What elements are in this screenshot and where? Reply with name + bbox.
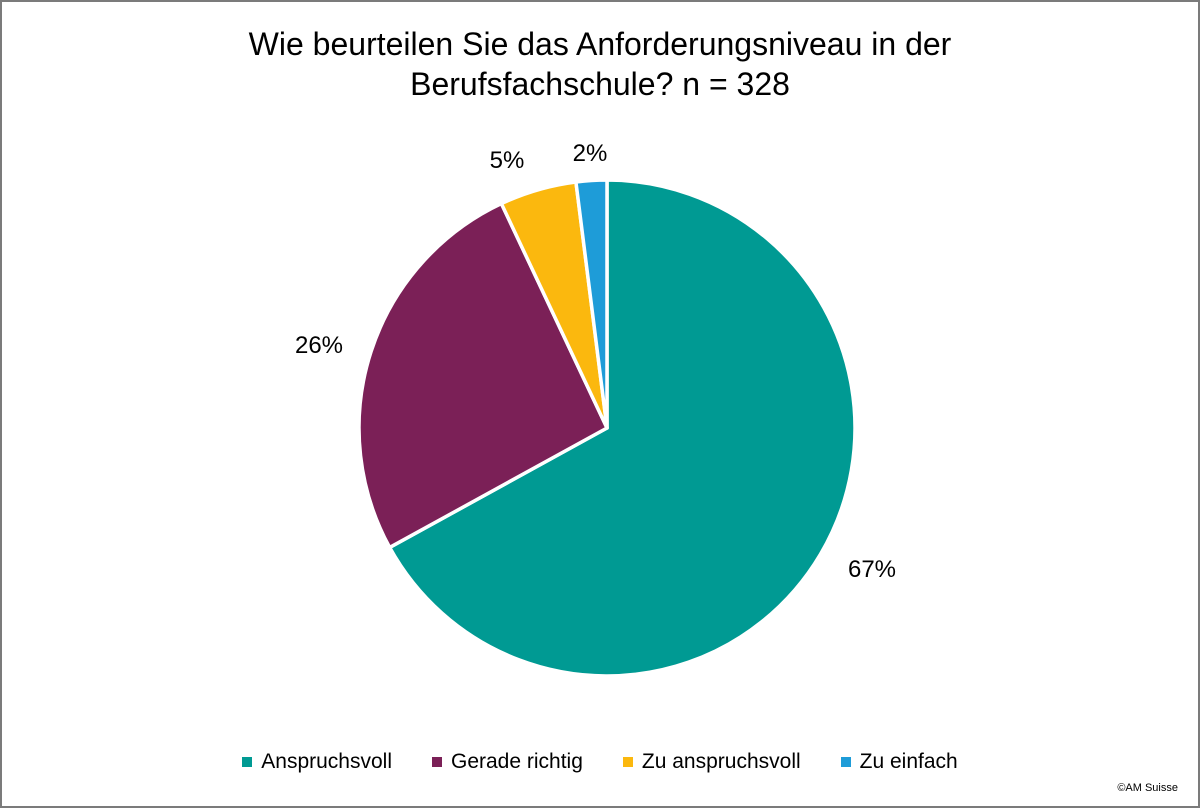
- legend: Anspruchsvoll Gerade richtig Zu anspruch…: [2, 750, 1198, 774]
- legend-swatch-zu-einfach-icon: [840, 757, 851, 767]
- legend-item-zu-einfach: Zu einfach: [840, 750, 958, 774]
- legend-item-zu-anspruchsvoll: Zu anspruchsvoll: [622, 750, 801, 774]
- pie-slice-zu-einfach: [574, 178, 609, 430]
- pie-slice-gerade-richtig: [357, 201, 609, 550]
- chart-title: Wie beurteilen Sie das Anforderungsnivea…: [2, 24, 1198, 104]
- legend-label-zu-einfach: Zu einfach: [859, 750, 958, 773]
- slice-label-zu-einfach: 2%: [572, 140, 608, 167]
- legend-item-gerade-richtig: Gerade richtig: [432, 750, 583, 774]
- slice-label-gerade-richtig: 26%: [294, 332, 344, 359]
- copyright: ©AM Suisse: [1117, 782, 1178, 794]
- pie-chart: [357, 178, 857, 678]
- legend-swatch-anspruchsvoll-icon: [242, 757, 253, 767]
- legend-swatch-zu-anspruchsvoll-icon: [622, 757, 633, 767]
- pie-slice-anspruchsvoll: [387, 178, 857, 678]
- legend-swatch-gerade-richtig-icon: [432, 757, 442, 767]
- slice-label-anspruchsvoll: 67%: [847, 556, 897, 583]
- legend-item-anspruchsvoll: Anspruchsvoll: [242, 750, 392, 774]
- chart-title-line-2: Berufsfachschule? n = 328: [410, 66, 790, 102]
- legend-label-gerade-richtig: Gerade richtig: [451, 750, 583, 773]
- slice-label-zu-anspruchsvoll: 5%: [489, 147, 525, 174]
- legend-label-zu-anspruchsvoll: Zu anspruchsvoll: [641, 750, 801, 773]
- chart-title-line-1: Wie beurteilen Sie das Anforderungsnivea…: [248, 26, 952, 62]
- legend-label-anspruchsvoll: Anspruchsvoll: [261, 750, 392, 773]
